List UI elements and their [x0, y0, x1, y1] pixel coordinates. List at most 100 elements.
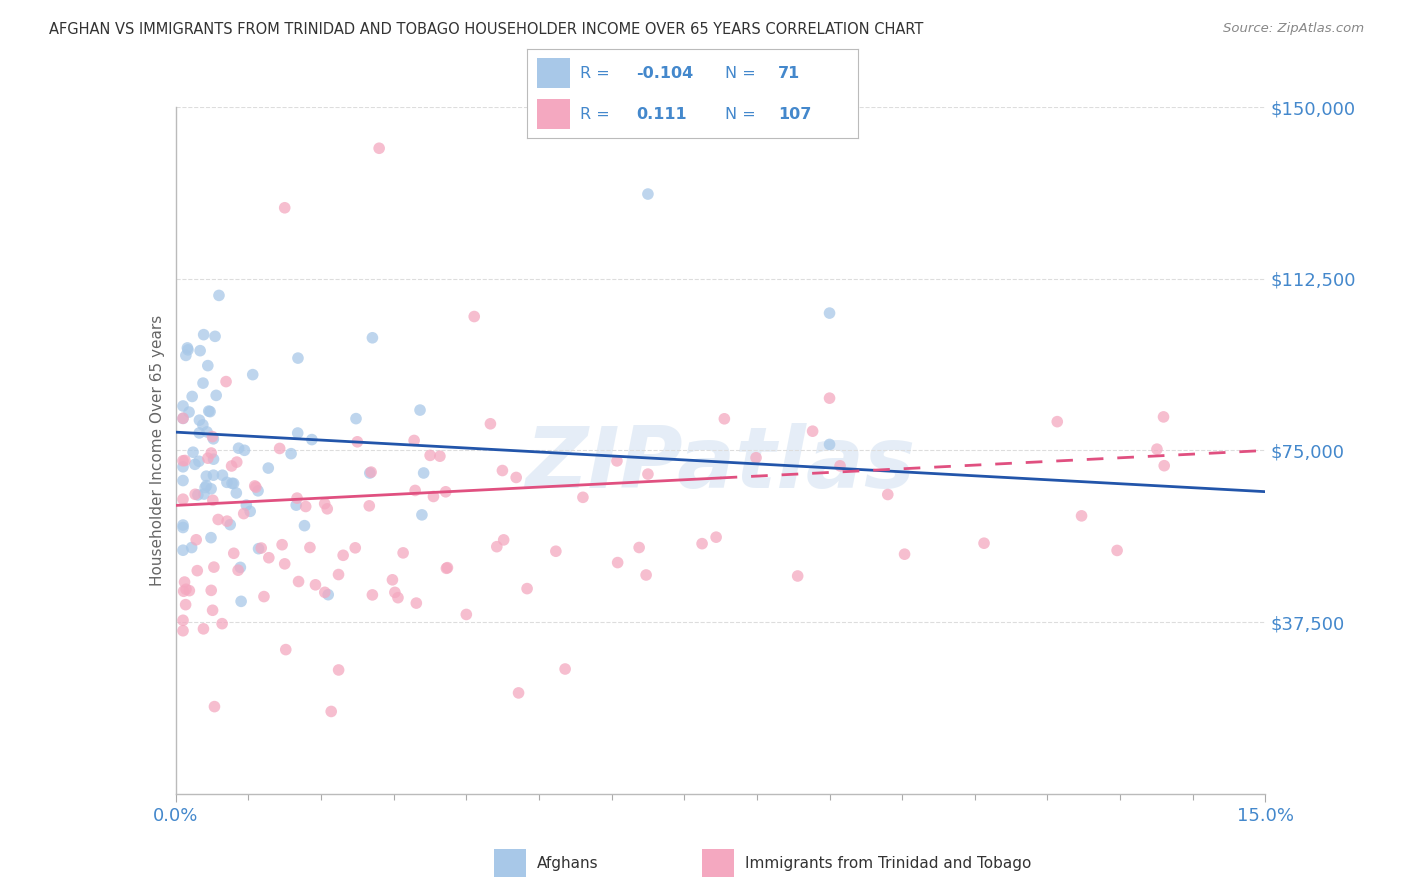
Text: 107: 107	[779, 107, 811, 121]
Point	[384, 585, 406, 599]
Point	[328, 663, 350, 677]
Point	[172, 411, 194, 425]
Point	[201, 603, 224, 617]
Point	[876, 487, 898, 501]
Point	[387, 591, 409, 605]
Point	[637, 467, 659, 482]
Text: 71: 71	[779, 66, 800, 80]
Point	[184, 458, 207, 472]
Point	[204, 699, 226, 714]
Point	[368, 141, 391, 155]
Point	[463, 310, 485, 324]
Point	[404, 483, 426, 498]
Point	[745, 450, 768, 465]
Point	[200, 531, 222, 545]
Point	[228, 441, 250, 455]
Point	[177, 343, 200, 357]
Point	[316, 588, 339, 602]
Text: Source: ZipAtlas.com: Source: ZipAtlas.com	[1223, 22, 1364, 36]
Point	[485, 540, 508, 554]
Point	[172, 459, 194, 474]
Point	[172, 613, 194, 627]
Point	[229, 594, 252, 608]
Point	[181, 389, 204, 403]
Point	[219, 517, 242, 532]
Point	[193, 327, 215, 342]
Point	[422, 490, 444, 504]
Point	[177, 405, 200, 419]
Point	[191, 376, 214, 391]
Point	[285, 491, 308, 505]
Point	[628, 541, 651, 555]
Point	[304, 578, 326, 592]
Point	[359, 499, 381, 513]
Point	[174, 598, 197, 612]
Text: N =: N =	[725, 66, 762, 80]
Point	[412, 466, 434, 480]
Point	[253, 590, 276, 604]
Text: -0.104: -0.104	[637, 66, 693, 80]
Point	[173, 584, 195, 599]
Point	[239, 504, 262, 518]
Point	[172, 454, 194, 468]
Point	[215, 375, 238, 389]
Point	[606, 556, 628, 570]
Point	[174, 582, 197, 597]
Point	[704, 530, 727, 544]
Point	[344, 541, 367, 555]
Point	[204, 329, 226, 343]
Point	[202, 560, 225, 574]
Point	[243, 479, 266, 493]
Point	[200, 446, 222, 460]
Point	[179, 583, 201, 598]
Point	[404, 434, 426, 448]
Text: R =: R =	[581, 66, 614, 80]
Point	[554, 662, 576, 676]
Point	[247, 483, 270, 498]
Point	[411, 508, 433, 522]
Point	[257, 461, 280, 475]
Point	[187, 454, 209, 468]
Point	[1107, 543, 1129, 558]
Point	[409, 403, 432, 417]
Point	[344, 411, 367, 425]
Point	[197, 359, 219, 373]
Text: ZIPatlas: ZIPatlas	[526, 423, 915, 506]
Point	[1070, 508, 1092, 523]
Bar	[537, 99, 571, 129]
Point	[207, 512, 229, 526]
Point	[250, 541, 273, 555]
Point	[274, 201, 297, 215]
Point	[195, 425, 218, 439]
Point	[818, 391, 841, 405]
Point	[429, 449, 451, 463]
Point	[174, 453, 197, 467]
Point	[360, 465, 382, 479]
Point	[392, 546, 415, 560]
Point	[184, 487, 207, 501]
Point	[200, 482, 222, 496]
Point	[287, 425, 309, 440]
Point	[188, 425, 211, 440]
Point	[188, 413, 211, 427]
Point	[287, 351, 309, 365]
Point	[173, 575, 195, 590]
Point	[271, 538, 294, 552]
Point	[180, 541, 202, 555]
Point	[233, 443, 256, 458]
Point	[186, 533, 208, 547]
Point	[316, 501, 339, 516]
Point	[197, 404, 219, 418]
Text: Immigrants from Trinidad and Tobago: Immigrants from Trinidad and Tobago	[745, 855, 1032, 871]
Point	[361, 331, 384, 345]
Point	[713, 412, 735, 426]
Point	[321, 705, 343, 719]
Point	[201, 429, 224, 443]
Point	[193, 487, 215, 501]
Point	[479, 417, 502, 431]
Point	[198, 404, 221, 418]
Point	[572, 491, 595, 505]
Point	[172, 543, 194, 558]
Point	[332, 549, 354, 563]
Point	[828, 458, 851, 473]
